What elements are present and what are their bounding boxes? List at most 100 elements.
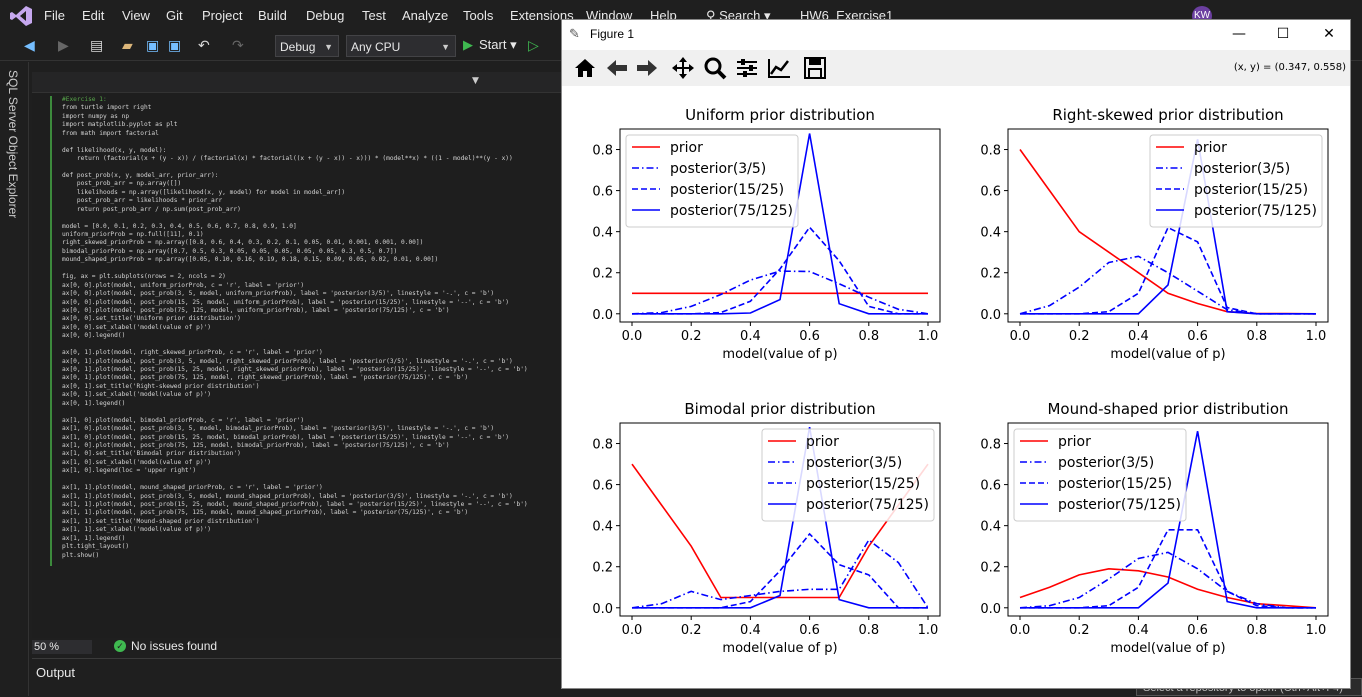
code-line[interactable]: uniform_priorProb = np.full([11], 0.1): [62, 231, 204, 238]
code-line[interactable]: plt.tight_layout(): [62, 543, 130, 551]
code-line[interactable]: ax[1, 1].plot(model, post_prob(15, 25, m…: [62, 501, 528, 508]
code-line[interactable]: likelihoods = np.array([likelihood(x, y,…: [62, 188, 346, 196]
menu-item[interactable]: Extensions: [510, 8, 574, 23]
code-line[interactable]: ax[1, 0].set_xlabel('model(value of p)'): [62, 458, 212, 466]
code-line[interactable]: ax[1, 0].plot(model, bimodal_priorProb, …: [62, 416, 305, 424]
back-icon[interactable]: ◀: [24, 38, 35, 54]
code-line[interactable]: right_skewed_priorProb = np.array([0.8, …: [62, 239, 424, 247]
code-line[interactable]: fig, ax = plt.subplots(nrows = 2, ncols …: [62, 273, 226, 281]
code-line[interactable]: import numpy as np: [62, 112, 130, 120]
code-line[interactable]: #Exercise 1:: [62, 96, 107, 103]
undo-icon[interactable]: ↶: [198, 38, 210, 54]
save-icon[interactable]: ▣: [146, 38, 160, 54]
code-line[interactable]: ax[0, 0].set_xlabel('model(value of p)'): [62, 323, 212, 331]
configuration-select[interactable]: Debug ▼: [275, 35, 339, 57]
code-line[interactable]: ax[1, 1].plot(model, mound_shaped_priorP…: [62, 484, 323, 492]
code-line[interactable]: [62, 408, 528, 416]
forward-icon[interactable]: ▶: [58, 38, 69, 54]
code-line[interactable]: ax[0, 0].legend(): [62, 332, 126, 340]
menu-item[interactable]: Analyze: [402, 8, 449, 23]
menu-item[interactable]: File: [44, 8, 65, 23]
code-line[interactable]: ax[1, 0].legend(loc = 'upper right'): [62, 467, 197, 475]
close-icon[interactable]: ✕: [1323, 26, 1335, 42]
code-text[interactable]: #Exercise 1: from turtle import right impo…: [62, 96, 528, 560]
code-line[interactable]: ax[0, 1].plot(model, right_skewed_priorP…: [62, 349, 323, 357]
subplots-canvas[interactable]: Uniform prior distribution 0.0 0.2 0.4 0.6 0.…: [562, 86, 1350, 688]
code-line[interactable]: [62, 214, 528, 222]
menu-item[interactable]: Debug: [306, 8, 345, 23]
code-line[interactable]: [62, 341, 528, 349]
code-line[interactable]: def post_prob(x, y, model_arr, prior_arr…: [62, 171, 219, 179]
issues-status[interactable]: No issues found: [131, 639, 218, 653]
code-line[interactable]: ax[1, 0].plot(model, post_prob(75, 125, …: [62, 441, 450, 449]
code-line[interactable]: [62, 138, 528, 146]
save-figure-icon[interactable]: [802, 56, 828, 80]
home-icon[interactable]: [572, 56, 598, 80]
chevron-down-icon[interactable]: ▼: [472, 76, 479, 86]
menu-item[interactable]: Git: [166, 8, 183, 23]
configure-subplots-icon[interactable]: [734, 56, 760, 80]
code-line[interactable]: ax[0, 1].plot(model, post_prob(3, 5, mod…: [62, 357, 513, 365]
menu-item[interactable]: View: [122, 8, 150, 23]
code-line[interactable]: ax[1, 1].plot(model, post_prob(75, 125, …: [62, 509, 469, 517]
zoom-icon[interactable]: [702, 56, 728, 80]
back-arrow-icon[interactable]: [604, 56, 630, 80]
code-line[interactable]: ax[0, 0].plot(model, post_prob(15, 25, m…: [62, 298, 510, 306]
legend-label: posterior(75/125): [670, 203, 793, 219]
code-line[interactable]: ax[0, 0].plot(model, post_prob(3, 5, mod…: [62, 290, 495, 298]
redo-icon[interactable]: ↷: [232, 38, 244, 54]
code-line[interactable]: ax[1, 1].plot(model, post_prob(3, 5, mod…: [62, 492, 513, 500]
code-line[interactable]: ax[1, 0].plot(model, post_prob(3, 5, mod…: [62, 425, 495, 433]
code-line[interactable]: ax[0, 1].set_title('Right-skewed prior d…: [62, 382, 260, 390]
code-line[interactable]: bimodal_priorProb = np.array([0.7, 0.5, …: [62, 247, 398, 255]
code-line[interactable]: ax[1, 1].set_title('Mound-shaped prior d…: [62, 517, 260, 525]
code-line[interactable]: ax[1, 0].set_title('Bimodal prior distri…: [62, 450, 241, 458]
menu-item[interactable]: Tools: [463, 8, 494, 23]
code-line[interactable]: ax[0, 1].plot(model, post_prob(75, 125, …: [62, 374, 469, 382]
code-line[interactable]: ax[1, 0].plot(model, post_prob(15, 25, m…: [62, 433, 510, 441]
menu-item[interactable]: Build: [258, 8, 287, 23]
code-line[interactable]: return (factorial(x + (y - x)) / (factor…: [62, 155, 513, 163]
code-line[interactable]: [62, 265, 528, 273]
start-without-debugging-icon[interactable]: ▷: [528, 38, 539, 54]
code-editor[interactable]: [32, 72, 562, 638]
code-line[interactable]: def likelihood(x, y, model):: [62, 146, 167, 154]
open-folder-icon[interactable]: ▰: [122, 38, 133, 54]
save-all-icon[interactable]: ▣: [168, 38, 182, 54]
code-line[interactable]: from math import factorial: [62, 129, 159, 137]
code-line[interactable]: model = [0.0, 0.1, 0.2, 0.3, 0.4, 0.5, 0…: [62, 222, 297, 230]
code-line[interactable]: mound_shaped_priorProb = np.array([0.05,…: [62, 256, 439, 264]
code-line[interactable]: ax[1, 1].set_xlabel('model(value of p)'): [62, 526, 212, 534]
menu-item[interactable]: Test: [362, 8, 386, 23]
code-line[interactable]: post_prob_arr = likelihoods * prior_arr: [62, 197, 223, 205]
legend-label: posterior(3/5): [1058, 455, 1154, 471]
code-line[interactable]: ax[0, 1].legend(): [62, 399, 126, 407]
code-line[interactable]: import matplotlib.pyplot as plt: [62, 121, 178, 129]
code-line[interactable]: ax[0, 1].plot(model, post_prob(15, 25, m…: [62, 366, 528, 373]
code-line[interactable]: ax[0, 0].plot(model, post_prob(75, 125, …: [62, 306, 450, 314]
platform-select[interactable]: Any CPU ▼: [346, 35, 456, 57]
code-line[interactable]: [62, 476, 528, 484]
edit-axes-icon[interactable]: [766, 56, 792, 80]
code-line[interactable]: [62, 164, 528, 172]
start-button[interactable]: ▶ Start ▾: [463, 37, 517, 52]
sql-server-object-explorer-tab[interactable]: SQL Server Object Explorer: [6, 70, 20, 219]
code-line[interactable]: ax[0, 1].set_xlabel('model(value of p)'): [62, 391, 212, 399]
menu-item[interactable]: Project: [202, 8, 243, 23]
code-line[interactable]: plt.show(): [62, 551, 100, 559]
menu-item[interactable]: Edit: [82, 8, 105, 23]
zoom-select[interactable]: 50 %: [32, 640, 92, 654]
maximize-icon[interactable]: ☐: [1276, 26, 1290, 42]
code-line[interactable]: from turtle import right: [62, 104, 152, 112]
code-line[interactable]: post_prob_arr = np.array([]): [62, 180, 182, 188]
y-tick-label: 0.6: [980, 185, 1001, 200]
code-line[interactable]: ax[1, 1].legend(): [62, 534, 126, 542]
y-tick-label: 0.2: [980, 561, 1001, 576]
forward-arrow-icon[interactable]: [634, 56, 660, 80]
code-line[interactable]: ax[0, 0].plot(model, uniform_priorProb, …: [62, 281, 305, 289]
code-line[interactable]: ax[0, 0].set_title('Uniform prior distri…: [62, 315, 241, 323]
new-item-icon[interactable]: ▤: [90, 38, 104, 54]
minimize-icon[interactable]: —: [1232, 26, 1246, 42]
pan-icon[interactable]: [670, 56, 696, 80]
code-line[interactable]: return post_prob_arr / np.sum(post_prob_…: [62, 205, 241, 213]
